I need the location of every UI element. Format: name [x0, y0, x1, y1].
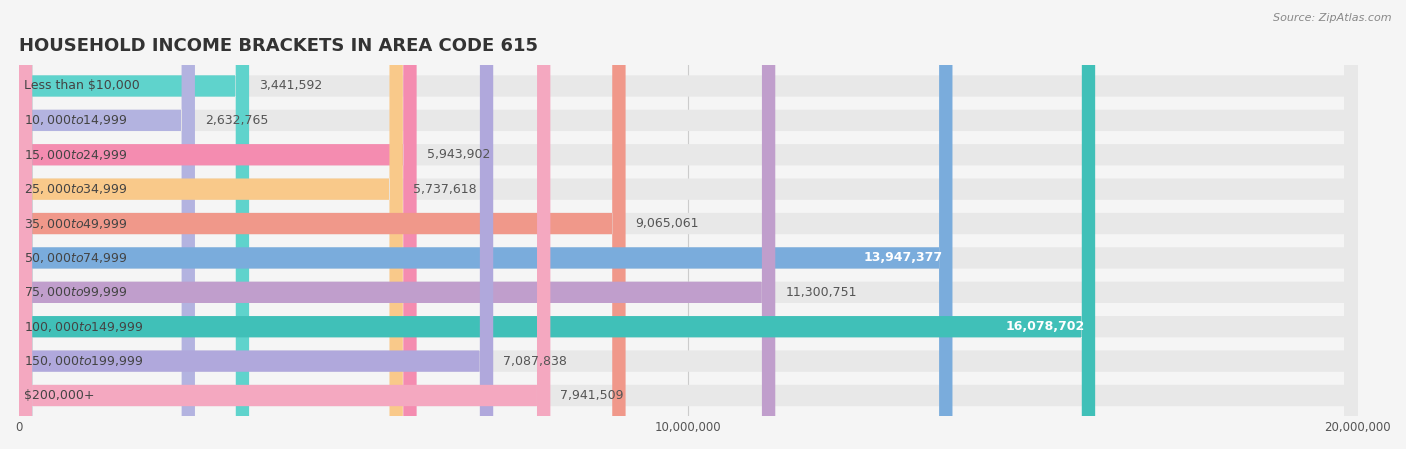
Text: $10,000 to $14,999: $10,000 to $14,999 [24, 113, 128, 128]
Text: 7,087,838: 7,087,838 [503, 355, 567, 368]
FancyBboxPatch shape [18, 0, 952, 449]
FancyBboxPatch shape [18, 0, 1358, 449]
Text: 16,078,702: 16,078,702 [1005, 320, 1085, 333]
FancyBboxPatch shape [18, 0, 550, 449]
Text: Source: ZipAtlas.com: Source: ZipAtlas.com [1274, 13, 1392, 23]
FancyBboxPatch shape [18, 0, 775, 449]
FancyBboxPatch shape [18, 0, 626, 449]
Text: 13,947,377: 13,947,377 [863, 251, 942, 264]
FancyBboxPatch shape [18, 0, 1358, 449]
Text: 3,441,592: 3,441,592 [259, 79, 322, 92]
FancyBboxPatch shape [18, 0, 404, 449]
Text: $75,000 to $99,999: $75,000 to $99,999 [24, 285, 128, 299]
Text: $100,000 to $149,999: $100,000 to $149,999 [24, 320, 143, 334]
FancyBboxPatch shape [18, 0, 1095, 449]
FancyBboxPatch shape [18, 0, 1358, 449]
FancyBboxPatch shape [18, 0, 249, 449]
Text: 9,065,061: 9,065,061 [636, 217, 699, 230]
FancyBboxPatch shape [18, 0, 1358, 449]
Text: Less than $10,000: Less than $10,000 [24, 79, 139, 92]
Text: 11,300,751: 11,300,751 [786, 286, 856, 299]
Text: 7,941,509: 7,941,509 [561, 389, 624, 402]
Text: $25,000 to $34,999: $25,000 to $34,999 [24, 182, 128, 196]
Text: $35,000 to $49,999: $35,000 to $49,999 [24, 216, 128, 230]
Text: 5,943,902: 5,943,902 [426, 148, 491, 161]
FancyBboxPatch shape [18, 0, 494, 449]
FancyBboxPatch shape [18, 0, 416, 449]
FancyBboxPatch shape [18, 0, 195, 449]
FancyBboxPatch shape [18, 0, 1358, 449]
FancyBboxPatch shape [18, 0, 1358, 449]
FancyBboxPatch shape [18, 0, 1358, 449]
Text: $200,000+: $200,000+ [24, 389, 94, 402]
Text: $50,000 to $74,999: $50,000 to $74,999 [24, 251, 128, 265]
Text: 2,632,765: 2,632,765 [205, 114, 269, 127]
Text: $15,000 to $24,999: $15,000 to $24,999 [24, 148, 128, 162]
FancyBboxPatch shape [18, 0, 1358, 449]
Text: 5,737,618: 5,737,618 [413, 183, 477, 196]
Text: $150,000 to $199,999: $150,000 to $199,999 [24, 354, 143, 368]
Text: HOUSEHOLD INCOME BRACKETS IN AREA CODE 615: HOUSEHOLD INCOME BRACKETS IN AREA CODE 6… [18, 37, 537, 55]
FancyBboxPatch shape [18, 0, 1358, 449]
FancyBboxPatch shape [18, 0, 1358, 449]
